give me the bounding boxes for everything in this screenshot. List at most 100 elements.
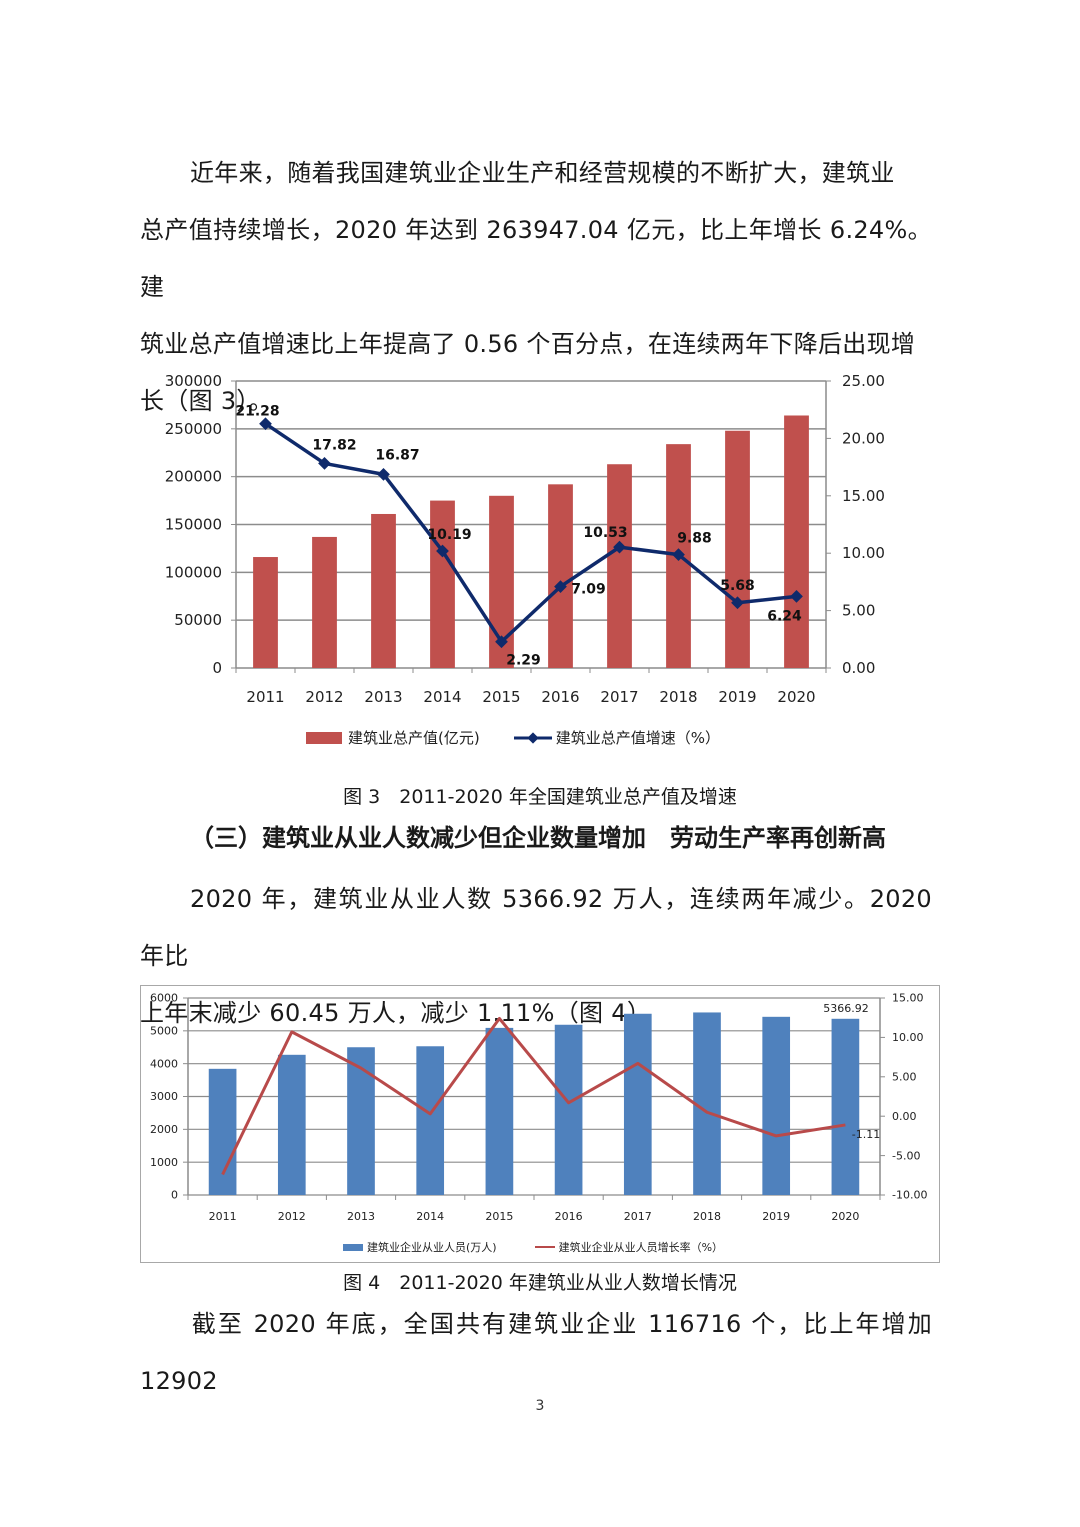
left-axis-tick: 6000	[150, 992, 178, 1005]
x-axis-label: 2016	[555, 1210, 583, 1223]
x-axis-label: 2018	[659, 688, 697, 706]
x-axis-label: 2020	[831, 1210, 859, 1223]
x-axis-label: 2011	[246, 688, 284, 706]
right-axis-tick: 10.00	[842, 544, 885, 562]
bar	[831, 1018, 860, 1195]
bar	[725, 430, 750, 668]
left-axis-tick: 150000	[165, 516, 222, 534]
x-axis-label: 2019	[718, 688, 756, 706]
right-axis-tick: -10.00	[892, 1189, 927, 1202]
legend-item-bar: 建筑业企业从业人员(万人)	[343, 1239, 497, 1255]
data-label: 7.09	[571, 582, 606, 598]
x-axis-label: 2013	[347, 1210, 375, 1223]
paragraph-employment: 2020 年，建筑业从业人数 5366.92 万人，连续两年减少。2020 年比…	[140, 871, 932, 1042]
bar	[347, 1047, 375, 1195]
right-axis-tick: 5.00	[842, 602, 875, 620]
text-line: 上年末减少 60.45 万人，减少 1.11%（图 4）。	[140, 999, 664, 1027]
text-line: 截至 2020 年底，全国共有建筑业企业 116716 个，比上年增加 1290…	[140, 1310, 932, 1395]
legend-item-line: 建筑业企业从业人员增长率（%）	[534, 1239, 724, 1255]
text-line: 总产值持续增长，2020 年达到 263947.04 亿元，比上年增长 6.24…	[140, 216, 932, 301]
x-axis-label: 2020	[777, 688, 815, 706]
bar	[607, 464, 632, 668]
data-label: 17.82	[312, 437, 356, 453]
line-swatch-icon	[534, 1246, 555, 1248]
left-axis-tick: 5000	[150, 1025, 178, 1038]
bar	[253, 557, 278, 668]
text-line: 近年来，随着我国建筑业企业生产和经营规模的不断扩大，建筑业	[190, 159, 895, 187]
paragraph-enterprises: 截至 2020 年底，全国共有建筑业企业 116716 个，比上年增加 1290…	[140, 1296, 932, 1410]
right-axis-tick: 10.00	[892, 1031, 924, 1044]
x-axis-label: 2018	[693, 1210, 721, 1223]
legend-label: 建筑业企业从业人员增长率（%）	[558, 1241, 724, 1254]
data-label: 5.68	[720, 578, 755, 594]
text-line: 筑业总产值增速比上年提高了 0.56 个百分点，在连续两年下降后出现增	[140, 330, 916, 358]
bar-value-label: 5366.92	[823, 1002, 869, 1015]
bar	[784, 415, 809, 668]
x-axis-label: 2017	[624, 1210, 652, 1223]
bar	[693, 1012, 721, 1195]
left-axis-tick: 0	[212, 659, 222, 677]
line-value-label: -1.11	[852, 1128, 880, 1141]
left-axis-tick: 250000	[165, 420, 222, 438]
legend-label: 建筑业总产值增速（%）	[555, 729, 720, 747]
right-axis-tick: 5.00	[892, 1070, 917, 1083]
left-axis-tick: 50000	[174, 611, 222, 629]
output-growth-chart: 300000 250000 200000 150000 100000 50000 0 25.0…	[165, 372, 885, 706]
data-label: 10.19	[427, 527, 471, 543]
bar	[485, 1027, 514, 1195]
left-axis-tick: 300000	[165, 372, 222, 390]
bar	[762, 1016, 791, 1195]
line-marker-icon	[513, 731, 552, 744]
data-label: 6.24	[767, 608, 802, 624]
growth-line	[221, 1016, 846, 1176]
right-axis-tick: 15.00	[842, 487, 885, 505]
data-label: 16.87	[375, 447, 419, 463]
page-number: 3	[535, 1398, 545, 1414]
left-axis-tick: 2000	[150, 1123, 178, 1136]
left-axis-tick: 100000	[165, 563, 222, 581]
x-axis-label: 2013	[364, 688, 402, 706]
right-axis-tick: 0.00	[842, 659, 875, 677]
x-axis-label: 2011	[209, 1210, 237, 1223]
bar-swatch-icon	[306, 731, 342, 744]
bar	[208, 1068, 237, 1195]
x-axis-label: 2016	[541, 688, 579, 706]
x-axis-label: 2019	[762, 1210, 790, 1223]
data-point-marker	[318, 457, 331, 470]
x-axis-label: 2012	[305, 688, 343, 706]
left-axis-tick: 1000	[150, 1156, 178, 1169]
x-axis-label: 2014	[416, 1210, 444, 1223]
bar	[623, 1013, 652, 1195]
bar	[430, 500, 455, 668]
right-axis-tick: 25.00	[842, 372, 885, 390]
text-line: 长（图 3）。	[140, 387, 273, 415]
data-point-marker	[259, 417, 272, 431]
figure-4-frame	[140, 985, 940, 1263]
figure-3-legend: 建筑业总产值(亿元) 建筑业总产值增速（%）	[306, 727, 754, 748]
x-axis-label: 2015	[485, 1210, 513, 1223]
figure-4-legend: 建筑业企业从业人员(万人) 建筑业企业从业人员增长率（%）	[343, 1239, 757, 1255]
x-axis-label: 2015	[482, 688, 520, 706]
figure-3-caption: 图 3 2011-2020 年全国建筑业总产值及增速	[343, 786, 737, 808]
bar-swatch-icon	[343, 1243, 363, 1251]
right-axis-tick: -5.00	[892, 1149, 920, 1162]
paragraph-intro: 近年来，随着我国建筑业企业生产和经营规模的不断扩大，建筑业 总产值持续增长，20…	[140, 145, 932, 430]
employment-chart: 6000 5000 4000 3000 2000 1000 0 15.00 10.00 5.00 0…	[150, 992, 927, 1223]
bar	[554, 1024, 583, 1195]
x-axis-label: 2017	[600, 688, 638, 706]
right-axis-tick: 15.00	[892, 992, 924, 1005]
data-label: 21.28	[235, 404, 279, 420]
x-axis-label: 2014	[423, 688, 461, 706]
legend-label: 建筑业企业从业人员(万人)	[367, 1241, 497, 1254]
data-label: 9.88	[677, 531, 712, 547]
right-axis-tick: 0.00	[892, 1110, 917, 1123]
bar	[371, 513, 396, 668]
legend-item-line: 建筑业总产值增速（%）	[513, 727, 720, 748]
left-axis-tick: 3000	[150, 1090, 178, 1103]
data-point-marker	[377, 467, 390, 481]
left-axis-tick: 0	[171, 1189, 178, 1202]
right-axis-tick: 20.00	[842, 429, 885, 447]
x-axis-label: 2012	[278, 1210, 306, 1223]
legend-label: 建筑业总产值(亿元)	[348, 729, 480, 747]
bar	[416, 1046, 445, 1195]
